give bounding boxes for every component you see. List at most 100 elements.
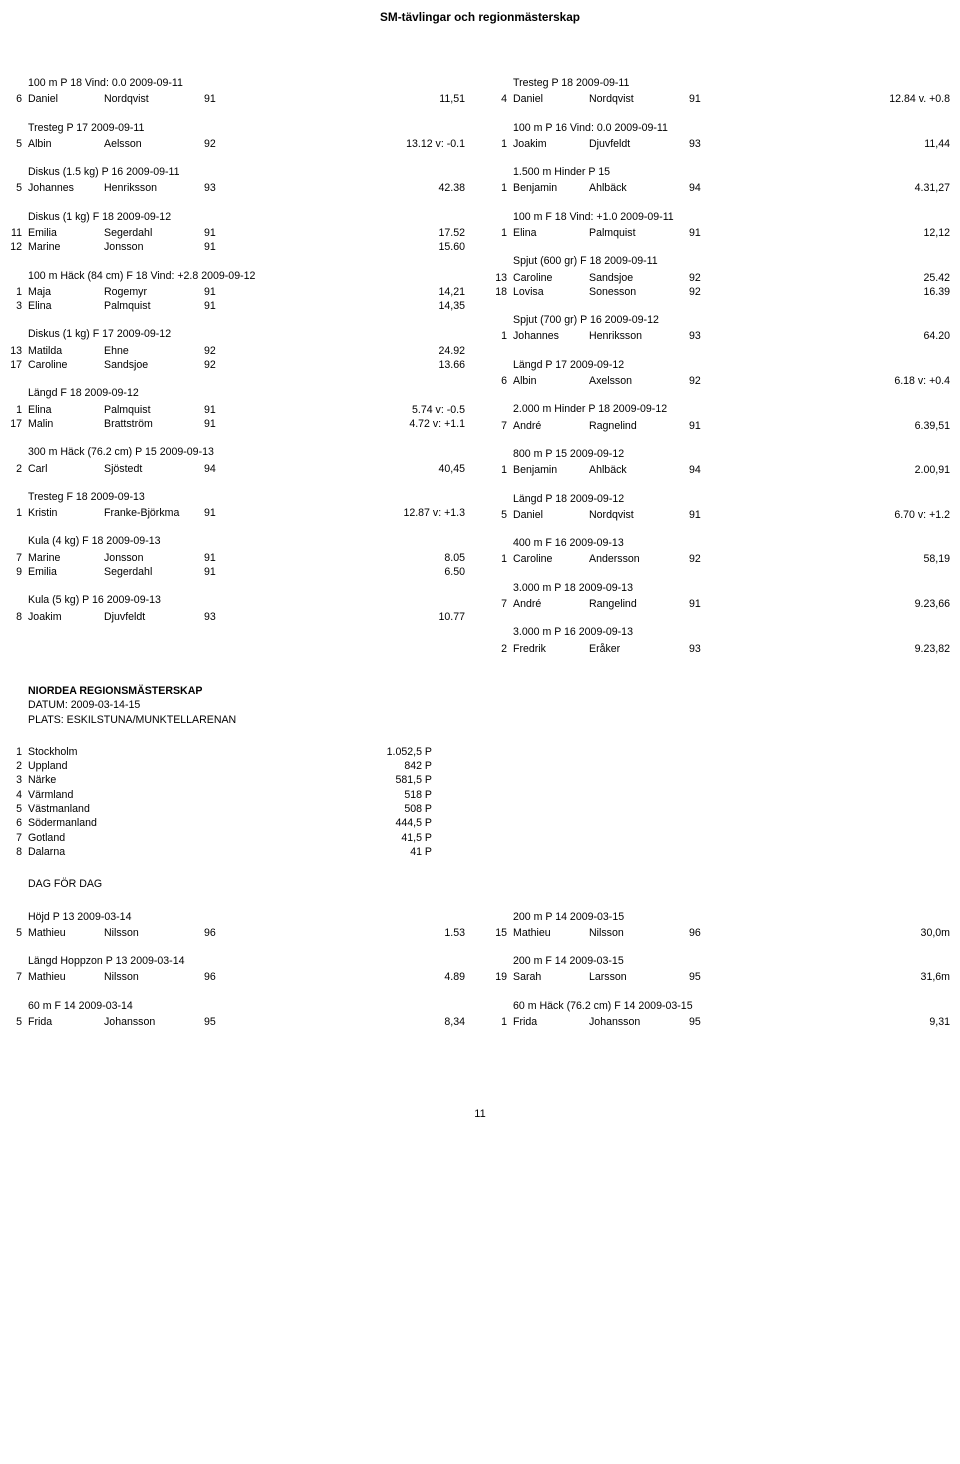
result-row: 1JohannesHenriksson9364.20 [491,329,954,343]
cell-first-name: Frida [513,1015,589,1029]
cell-region: Närke [28,773,198,787]
cell-pos: 6 [491,374,513,388]
meta-date: DATUM: 2009-03-14-15 [28,698,954,712]
cell-last-name: Axelsson [589,374,689,388]
event-section: Höjd P 13 2009-03-145MathieuNilsson961.5… [6,910,469,941]
cell-result: 12.87 v: +1.3 [244,506,469,520]
cell-year: 96 [204,926,244,940]
event-section: Längd Hoppzon P 13 2009-03-147MathieuNil… [6,954,469,985]
cell-first-name: Joakim [28,610,104,624]
cell-year: 91 [204,226,244,240]
cell-year: 91 [204,403,244,417]
cell-points: 41 P [198,845,476,859]
cell-last-name: Ahlbäck [589,181,689,195]
cell-pos: 1 [491,137,513,151]
cell-result: 9.23,82 [729,642,954,656]
event-heading: 2.000 m Hinder P 18 2009-09-12 [513,402,954,416]
cell-last-name: Palmquist [104,403,204,417]
cell-year: 96 [689,926,729,940]
cell-first-name: Elina [28,403,104,417]
event-heading: 100 m Häck (84 cm) F 18 Vind: +2.8 2009-… [28,269,469,283]
event-heading: Höjd P 13 2009-03-14 [28,910,469,924]
result-row: 1BenjaminAhlbäck942.00,91 [491,463,954,477]
event-heading: 100 m F 18 Vind: +1.0 2009-09-11 [513,210,954,224]
cell-pos: 7 [6,551,28,565]
cell-region: Västmanland [28,802,198,816]
cell-first-name: Elina [28,299,104,313]
region-row: 5Västmanland508 P [6,802,476,816]
cell-result: 5.74 v: -0.5 [244,403,469,417]
event-section: Kula (4 kg) F 18 2009-09-137MarineJonsso… [6,534,469,579]
cell-last-name: Larsson [589,970,689,984]
result-row: 3ElinaPalmquist9114,35 [6,299,469,313]
result-row: 5DanielNordqvist916.70 v: +1.2 [491,508,954,522]
cell-result: 13.66 [244,358,469,372]
cell-last-name: Nilsson [589,926,689,940]
result-row: 1CarolineAndersson9258,19 [491,552,954,566]
region-row: 2Uppland842 P [6,759,476,773]
result-row: 9EmiliaSegerdahl916.50 [6,565,469,579]
cell-year: 94 [689,463,729,477]
event-heading: Diskus (1 kg) F 17 2009-09-12 [28,327,469,341]
cell-last-name: Nordqvist [589,508,689,522]
event-heading: Tresteg F 18 2009-09-13 [28,490,469,504]
cell-region: Södermanland [28,816,198,830]
cell-pos: 12 [6,240,28,254]
event-heading: Diskus (1.5 kg) P 16 2009-09-11 [28,165,469,179]
cell-last-name: Johansson [104,1015,204,1029]
cell-first-name: Daniel [513,508,589,522]
cell-pos: 17 [6,358,28,372]
cell-year: 91 [204,299,244,313]
event-heading: Kula (4 kg) F 18 2009-09-13 [28,534,469,548]
cell-pos: 2 [6,462,28,476]
cell-year: 94 [204,462,244,476]
cell-result: 6.70 v: +1.2 [729,508,954,522]
cell-pos: 1 [491,329,513,343]
cell-pos: 4 [491,92,513,106]
result-row: 17CarolineSandsjoe9213.66 [6,358,469,372]
result-row: 5AlbinAelsson9213.12 v: -0.1 [6,137,469,151]
right-column-bottom: 200 m P 14 2009-03-1515MathieuNilsson963… [491,910,954,1044]
event-heading: 300 m Häck (76.2 cm) P 15 2009-09-13 [28,445,469,459]
event-section: 400 m F 16 2009-09-131CarolineAndersson9… [491,536,954,567]
cell-last-name: Jonsson [104,240,204,254]
result-row: 19SarahLarsson9531,6m [491,970,954,984]
event-section: 3.000 m P 16 2009-09-132FredrikEråker939… [491,625,954,656]
event-section: Diskus (1.5 kg) P 16 2009-09-115Johannes… [6,165,469,196]
cell-pos: 1 [491,463,513,477]
region-row: 4Värmland518 P [6,788,476,802]
cell-region: Värmland [28,788,198,802]
cell-year: 93 [204,181,244,195]
left-column: 100 m P 18 Vind: 0.0 2009-09-116DanielNo… [6,76,469,670]
cell-year: 93 [204,610,244,624]
right-column: Tresteg P 18 2009-09-114DanielNordqvist9… [491,76,954,670]
cell-last-name: Nilsson [104,970,204,984]
cell-last-name: Eråker [589,642,689,656]
cell-year: 92 [689,285,729,299]
cell-result: 13.12 v: -0.1 [244,137,469,151]
cell-first-name: Mathieu [28,970,104,984]
cell-first-name: Maja [28,285,104,299]
cell-first-name: André [513,419,589,433]
cell-pos: 6 [6,816,28,830]
cell-year: 91 [204,551,244,565]
event-heading: 60 m Häck (76.2 cm) F 14 2009-03-15 [513,999,954,1013]
event-section: 100 m F 18 Vind: +1.0 2009-09-111ElinaPa… [491,210,954,241]
result-row: 12MarineJonsson9115.60 [6,240,469,254]
cell-pos: 5 [6,802,28,816]
region-row: 6Södermanland444,5 P [6,816,476,830]
cell-year: 91 [689,419,729,433]
cell-pos: 11 [6,226,28,240]
cell-result: 6.18 v: +0.4 [729,374,954,388]
result-row: 2FredrikEråker939.23,82 [491,642,954,656]
cell-first-name: Marine [28,240,104,254]
cell-year: 91 [204,285,244,299]
result-row: 5FridaJohansson958,34 [6,1015,469,1029]
cell-last-name: Nordqvist [104,92,204,106]
cell-pos: 1 [6,506,28,520]
cell-pos: 7 [6,831,28,845]
cell-first-name: Lovisa [513,285,589,299]
region-row: 3Närke581,5 P [6,773,476,787]
cell-result: 6.39,51 [729,419,954,433]
cell-pos: 1 [6,285,28,299]
